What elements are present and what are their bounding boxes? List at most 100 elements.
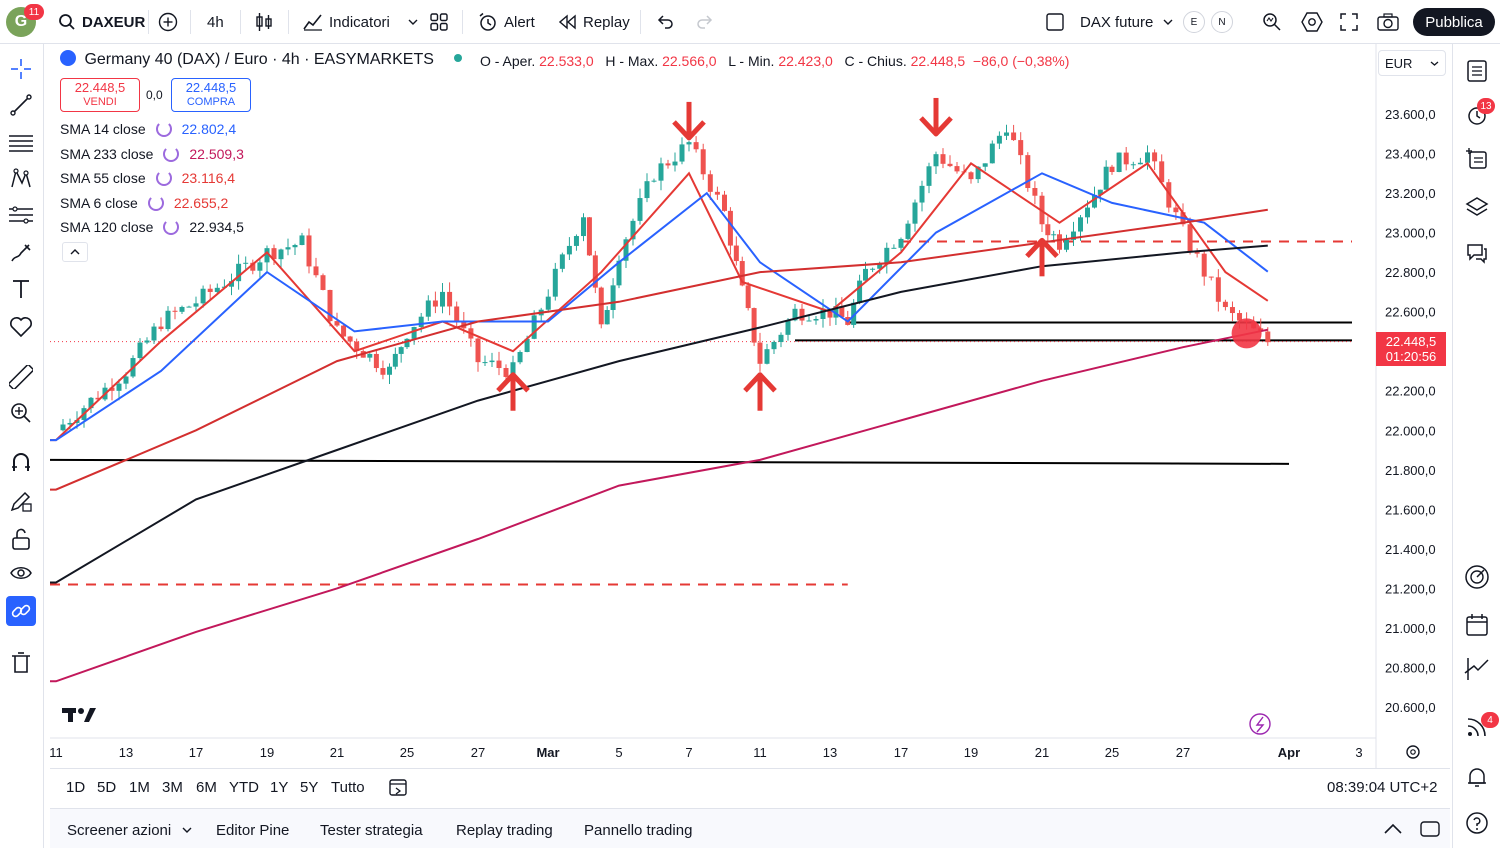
help-button[interactable] [1462,808,1492,838]
range-5y[interactable]: 5Y [300,779,319,796]
drawing-toolbar [0,44,44,848]
tab-replay-trading[interactable]: Replay trading [456,822,553,839]
tab-stock-screener[interactable]: Screener azioni [67,822,172,839]
indicators-button[interactable]: Indicatori [303,0,418,44]
clock-readout[interactable]: 08:39:04 UTC+2 [1327,779,1438,796]
candle-body [806,320,812,322]
trading-ideas-button[interactable] [1462,654,1492,684]
candle-body [792,308,798,321]
layers-button[interactable] [1462,192,1492,222]
pattern-tool[interactable] [6,164,36,194]
range-1y[interactable]: 1Y [270,779,289,796]
axis-settings-icon [1406,745,1420,759]
candle-body [1064,239,1069,250]
indicator-sma-14[interactable]: SMA 14 close 22.802,4 [60,121,237,137]
remove-drawings-tool[interactable] [6,648,36,678]
horizontal-line-solid [49,458,1290,465]
candle-body [200,288,206,304]
session-e-toggle[interactable]: E [1183,0,1205,44]
streams-button[interactable] [1462,712,1492,742]
tab-pine-editor[interactable]: Editor Pine [216,822,290,839]
compare-symbol-button[interactable] [158,0,178,44]
currency-select[interactable]: EUR [1378,50,1446,76]
candle-body [870,268,876,270]
candle-body [851,302,857,325]
hotlists-button[interactable] [1462,562,1492,592]
alert-button[interactable]: Alert [478,0,535,44]
range-3m[interactable]: 3M [162,779,183,796]
buy-button[interactable]: 22.448,5 COMPRA [171,78,251,112]
tab-strategy-tester[interactable]: Tester strategia [320,822,423,839]
chevron-up-icon[interactable] [1384,823,1402,835]
indicator-sma-120[interactable]: SMA 120 close 22.934,5 [60,219,244,235]
indicator-sma-55[interactable]: SMA 55 close 23.116,4 [60,170,236,186]
range-1m[interactable]: 1M [129,779,150,796]
bell-icon [1468,768,1486,787]
fib-tool[interactable] [6,128,36,158]
favorites-tool[interactable] [6,312,36,342]
calendar-button[interactable] [1462,610,1492,640]
undo-button[interactable] [656,0,674,44]
notifications-button[interactable] [1462,762,1492,792]
range-all[interactable]: Tutto [331,779,365,796]
maximize-panel-icon[interactable] [1420,821,1440,837]
sync-drawings-tool[interactable] [6,596,36,626]
lock-drawings-tool[interactable] [6,524,36,554]
magnet-tool[interactable] [6,448,36,478]
quick-search-button[interactable] [1262,0,1282,44]
prediction-tool[interactable] [6,200,36,230]
chart-title: Germany 40 (DAX) / Euro · 4h · EASYMARKE… [84,51,434,68]
layouts-button[interactable] [430,0,448,44]
symbol-search-button[interactable]: DAXEUR [58,0,145,44]
indicator-sma-233[interactable]: SMA 233 close 22.509,3 [60,146,244,162]
zoom-tool[interactable] [6,398,36,428]
crosshair-tool[interactable] [6,54,36,84]
range-5d[interactable]: 5D [97,779,117,796]
collapse-legend-button[interactable] [62,242,88,262]
grid-layout-icon [430,13,448,31]
candle-body [778,334,784,342]
hide-drawings-tool[interactable] [6,558,36,588]
chevron-down-icon [1163,19,1173,25]
x-tick-label: 21 [1035,745,1049,760]
x-tick-label: 17 [894,745,908,760]
timeframe-button[interactable]: 4h [207,13,224,31]
text-tool[interactable] [6,274,36,304]
candle-body [1222,301,1228,308]
settings-button[interactable] [1301,0,1323,44]
watchlist-button[interactable] [1462,56,1492,86]
range-ytd[interactable]: YTD [229,779,259,796]
data-window-button[interactable] [1462,144,1492,174]
stay-in-drawing-tool[interactable] [6,486,36,516]
chat-button[interactable] [1462,238,1492,268]
indicator-sma-6[interactable]: SMA 6 close 22.655,2 [60,195,229,211]
candle-body [877,264,883,269]
range-6m[interactable]: 6M [196,779,217,796]
heart-icon [10,317,32,338]
publish-button[interactable]: Pubblica [1413,8,1495,36]
sell-button[interactable]: 22.448,5 VENDI [60,78,140,112]
candle-body [214,287,220,292]
fullscreen-button[interactable] [1340,0,1358,44]
candle-body [524,338,530,353]
chart-type-button[interactable] [255,0,273,44]
candle-body [531,315,537,339]
redo-button[interactable] [696,0,714,44]
snapshot-button[interactable] [1377,0,1399,44]
replay-button[interactable]: Replay [559,0,630,44]
session-n-toggle[interactable]: N [1211,0,1233,44]
candle-body [95,397,101,400]
layout-name-button[interactable]: DAX future [1046,0,1173,44]
x-tick-label: 27 [471,745,485,760]
candle-body [573,236,579,246]
tab-trading-panel[interactable]: Pannello trading [584,822,693,839]
chevron-down-icon[interactable] [182,826,192,834]
sync-icon [163,219,180,235]
go-to-date-button[interactable] [388,777,410,801]
brush-tool[interactable] [6,238,36,268]
range-1d[interactable]: 1D [66,779,86,796]
trend-line-tool[interactable] [6,90,36,120]
measure-tool[interactable] [6,362,36,392]
candle-body [975,166,981,180]
